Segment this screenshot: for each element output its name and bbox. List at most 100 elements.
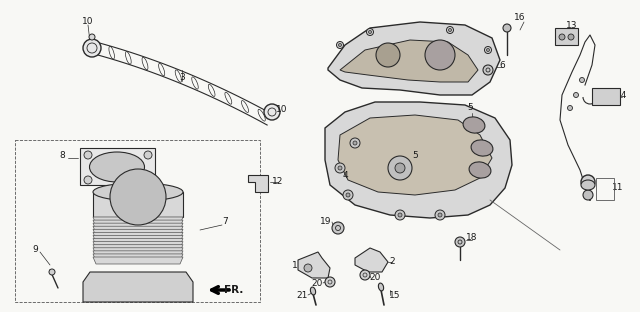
Circle shape [447,27,454,33]
Circle shape [84,151,92,159]
Circle shape [579,77,584,82]
Polygon shape [355,248,388,272]
Polygon shape [298,252,330,278]
Circle shape [304,264,312,272]
Text: 5: 5 [412,150,418,159]
Circle shape [84,176,92,184]
Circle shape [425,40,455,70]
Ellipse shape [378,283,383,291]
Circle shape [144,176,152,184]
Text: 20: 20 [369,274,381,282]
Polygon shape [83,272,193,302]
Polygon shape [93,257,183,264]
Circle shape [83,39,101,57]
Text: 17: 17 [109,168,121,177]
Text: 4: 4 [342,170,348,179]
Polygon shape [93,254,183,261]
Polygon shape [93,217,183,224]
Text: 7: 7 [222,217,228,227]
Polygon shape [340,40,478,82]
Text: 13: 13 [566,21,578,30]
Circle shape [449,28,451,32]
Text: 15: 15 [389,290,401,300]
Text: 5: 5 [467,104,473,113]
Polygon shape [93,192,183,217]
Ellipse shape [469,162,491,178]
Circle shape [581,175,595,189]
Circle shape [568,34,574,40]
Circle shape [338,166,342,170]
Polygon shape [93,229,183,236]
Polygon shape [93,241,183,249]
Circle shape [369,31,371,33]
Text: 10: 10 [276,105,288,115]
Circle shape [486,48,490,51]
Circle shape [325,277,335,287]
Text: 12: 12 [272,178,284,187]
Circle shape [484,46,492,53]
Polygon shape [93,226,183,233]
Polygon shape [80,148,155,185]
Polygon shape [93,232,183,239]
Text: 14: 14 [616,90,628,100]
Circle shape [335,163,345,173]
Polygon shape [93,236,183,242]
Ellipse shape [90,152,145,182]
Polygon shape [592,88,620,105]
Text: 19: 19 [320,217,332,227]
Ellipse shape [471,140,493,156]
Bar [15,140,260,302]
Circle shape [583,190,593,200]
Circle shape [353,141,357,145]
Text: 2: 2 [389,257,395,266]
Circle shape [332,222,344,234]
Ellipse shape [93,183,183,201]
Text: 3: 3 [179,74,185,82]
Polygon shape [248,175,268,192]
Circle shape [435,210,445,220]
Circle shape [367,28,374,36]
Polygon shape [93,245,183,252]
Circle shape [110,169,166,225]
Circle shape [360,270,370,280]
Text: 9: 9 [32,246,38,255]
Circle shape [398,213,402,217]
Circle shape [388,156,412,180]
Circle shape [455,237,465,247]
Circle shape [339,43,342,46]
Circle shape [346,193,350,197]
Ellipse shape [310,287,316,295]
Circle shape [144,151,152,159]
Polygon shape [93,223,183,230]
Text: 1: 1 [292,261,298,270]
Circle shape [376,43,400,67]
Ellipse shape [463,117,485,133]
Text: 16: 16 [515,13,525,22]
Polygon shape [93,251,183,258]
Circle shape [395,210,405,220]
Text: 18: 18 [467,233,477,242]
Polygon shape [93,248,183,255]
Circle shape [264,104,280,120]
Circle shape [559,34,565,40]
Text: 8: 8 [59,150,65,159]
Bar [596,178,614,200]
Circle shape [503,24,511,32]
Text: 21: 21 [296,290,308,300]
Circle shape [573,92,579,97]
Circle shape [483,65,493,75]
Circle shape [89,34,95,40]
Circle shape [343,190,353,200]
Polygon shape [93,239,183,246]
Polygon shape [93,220,183,227]
Circle shape [49,269,55,275]
Text: FR.: FR. [224,285,244,295]
Circle shape [568,105,573,110]
Polygon shape [328,22,500,95]
Polygon shape [325,102,512,218]
Text: 10: 10 [83,17,93,27]
Circle shape [337,41,344,48]
Text: 20: 20 [311,279,323,287]
Circle shape [350,138,360,148]
Circle shape [395,163,405,173]
